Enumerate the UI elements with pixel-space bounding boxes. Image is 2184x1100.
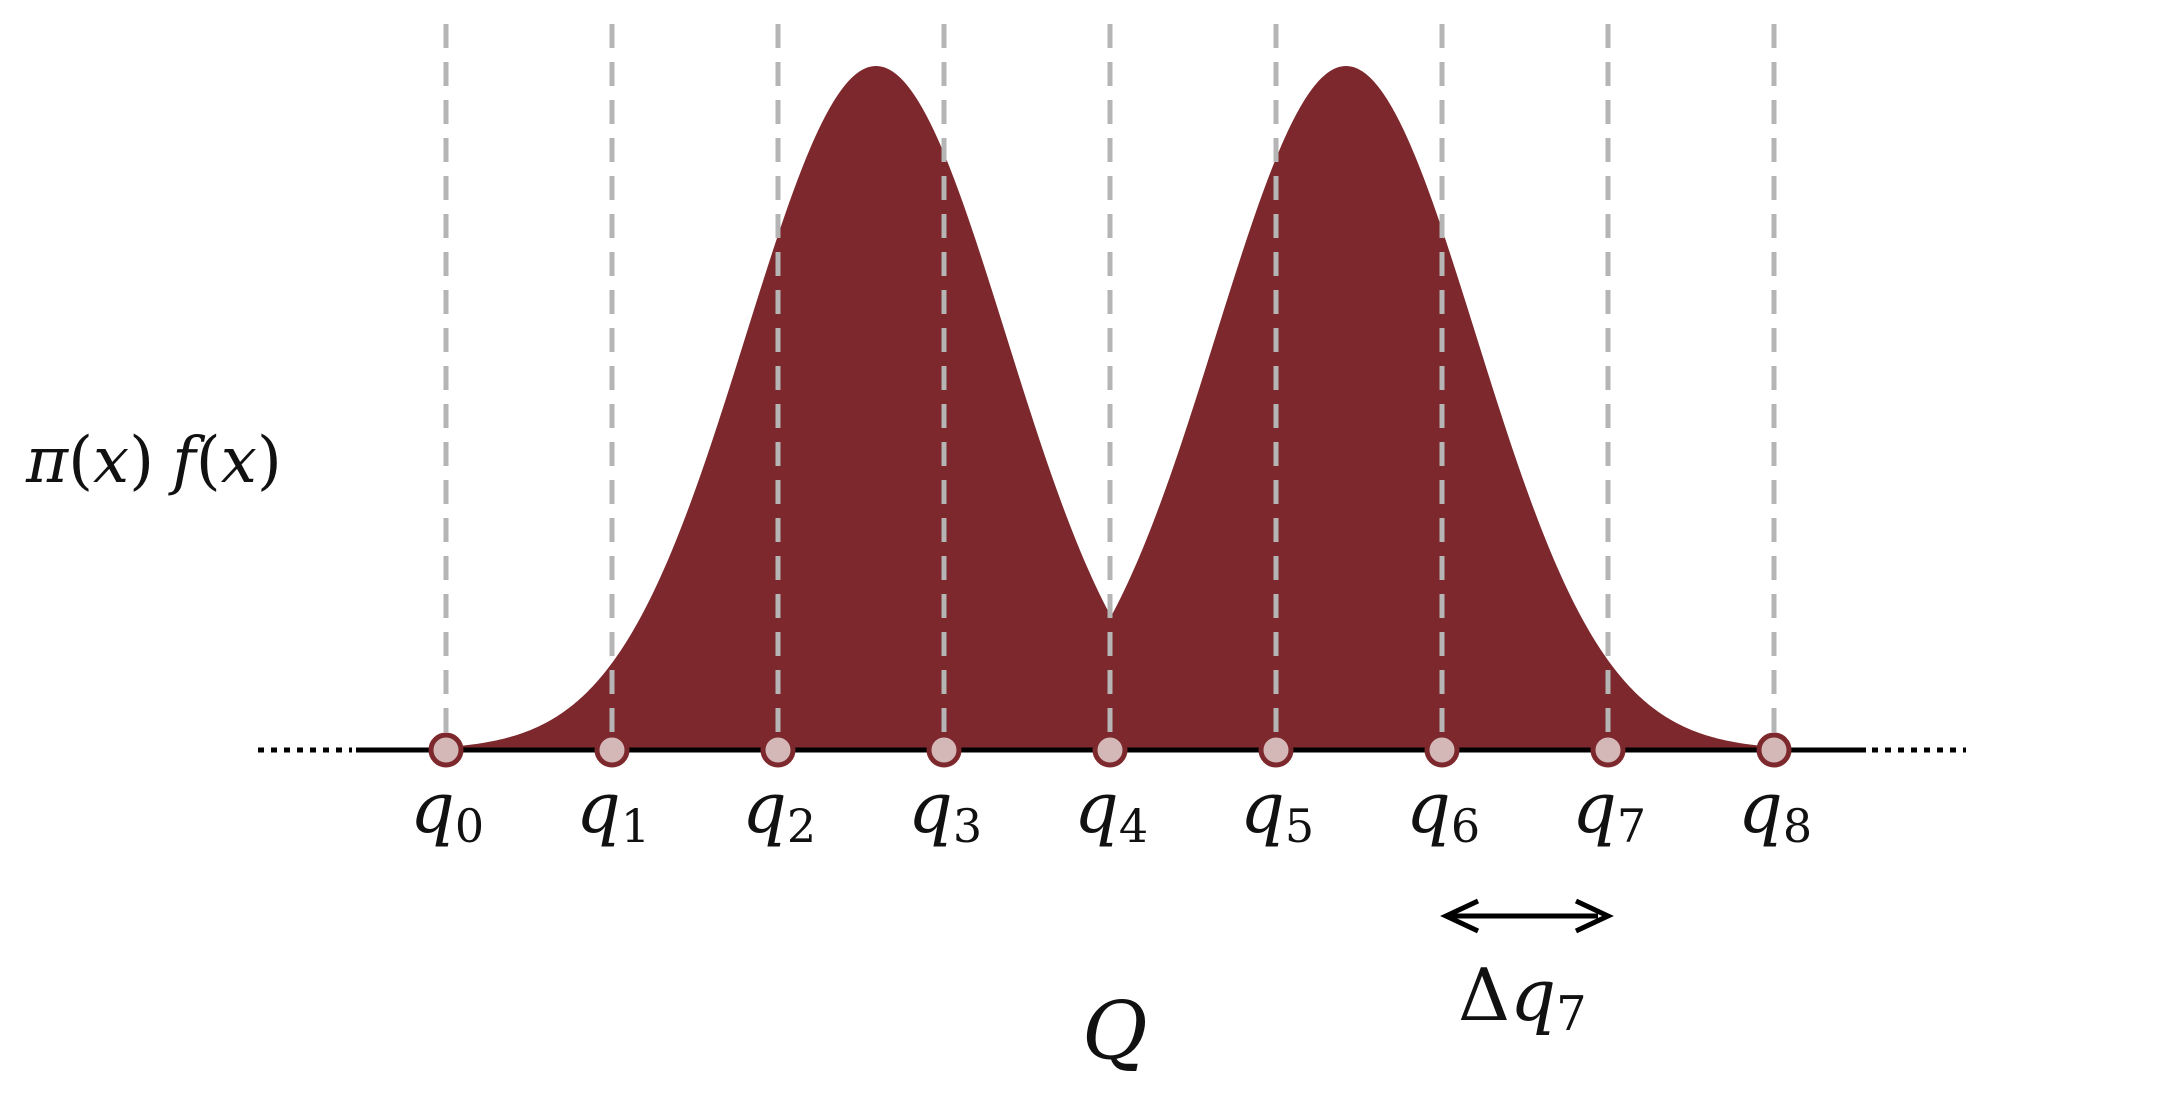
node-label-index: 3 <box>953 799 982 853</box>
node-label-base: q <box>1572 767 1617 849</box>
node-q7 <box>1590 732 1626 768</box>
y-label-close-paren-1: ) <box>129 424 154 498</box>
node-label-index: 6 <box>1451 799 1480 853</box>
delta-q-label: Δq7 <box>1458 953 1587 1042</box>
node-label-index: 7 <box>1617 799 1646 853</box>
delta-q-arrow <box>1440 898 1614 934</box>
y-label-x-2: x <box>221 424 257 498</box>
node-q6 <box>1424 732 1460 768</box>
node-label-base: q <box>1406 767 1451 849</box>
node-q1 <box>594 732 630 768</box>
node-label-index: 5 <box>1285 799 1314 853</box>
node-label-base: q <box>1240 767 1285 849</box>
node-label-q6: q6 <box>1406 767 1480 853</box>
delta-q-arrow-head-left <box>1440 898 1480 934</box>
node-label-q1: q1 <box>576 767 650 853</box>
node-label-q4: q4 <box>1074 767 1148 853</box>
node-label-q7: q7 <box>1572 767 1646 853</box>
node-label-q5: q5 <box>1240 767 1314 853</box>
quadrature-nodes <box>428 732 1792 768</box>
y-axis-label: π(x) f(x) <box>25 424 282 498</box>
node-label-index: 4 <box>1119 799 1148 853</box>
node-label-base: q <box>1074 767 1119 849</box>
node-label-index: 2 <box>787 799 816 853</box>
delta-q-index: 7 <box>1556 986 1587 1042</box>
node-q3 <box>926 732 962 768</box>
node-label-q2: q2 <box>742 767 816 853</box>
node-label-index: 0 <box>455 799 484 853</box>
node-q2 <box>760 732 796 768</box>
delta-q-arrow-head-right <box>1574 898 1614 934</box>
node-label-base: q <box>1738 767 1783 849</box>
node-label-q0: q0 <box>410 767 484 853</box>
node-q4 <box>1092 732 1128 768</box>
delta-q-base: q <box>1510 953 1556 1037</box>
node-q0 <box>428 732 464 768</box>
y-label-open-paren-1: ( <box>68 424 93 498</box>
quadrature-node-labels: q0 q1 q2 q3 q4 q5 q6 q7 q8 <box>410 767 1812 853</box>
y-label-x-1: x <box>93 424 129 498</box>
delta-symbol: Δ <box>1458 953 1510 1037</box>
x-axis-label: Q <box>1082 984 1148 1077</box>
node-q5 <box>1258 732 1294 768</box>
node-label-q3: q3 <box>908 767 982 853</box>
node-label-base: q <box>576 767 621 849</box>
node-label-q8: q8 <box>1738 767 1812 853</box>
node-label-base: q <box>742 767 787 849</box>
node-q8 <box>1756 732 1792 768</box>
quadrature-gridlines <box>443 24 1777 750</box>
node-label-base: q <box>908 767 953 849</box>
y-label-pi: π <box>25 424 69 498</box>
y-label-open-paren-2: ( <box>196 424 221 498</box>
y-label-close-paren-2: ) <box>257 424 282 498</box>
node-label-base: q <box>410 767 455 849</box>
node-label-index: 8 <box>1783 799 1812 853</box>
node-label-index: 1 <box>621 799 650 853</box>
